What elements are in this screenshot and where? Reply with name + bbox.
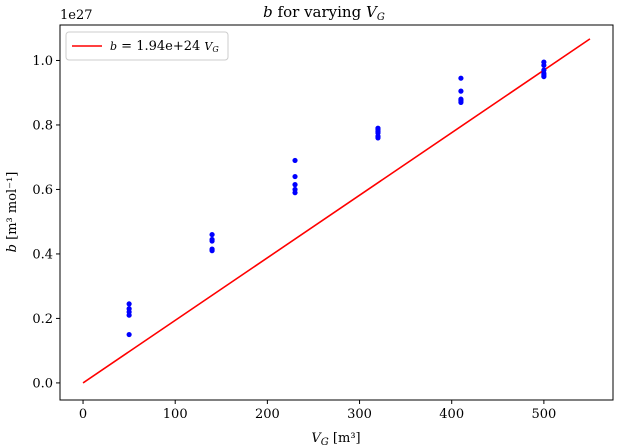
y-tick-label: 1.0 — [32, 54, 53, 69]
ylabel-unit: [m³ mol⁻¹] — [5, 172, 20, 244]
xlabel-var: V — [311, 431, 322, 446]
fit-line — [82, 38, 591, 384]
data-point — [126, 331, 132, 338]
x-tick-label: 400 — [439, 407, 464, 422]
data-point — [209, 231, 215, 238]
data-point — [292, 186, 298, 193]
x-axis-label: VG [m³] — [311, 431, 360, 447]
xlabel-sub: G — [321, 437, 329, 447]
x-tick-label: 0 — [79, 407, 87, 422]
plot-frame — [59, 24, 614, 401]
ylabel-var: b — [5, 244, 20, 252]
y-tick-label: 0.8 — [32, 118, 53, 133]
title-var-b: b — [263, 3, 273, 21]
y-offset-label: 1e27 — [60, 8, 93, 23]
legend-label: b = 1.94e+24 VG — [110, 39, 219, 54]
data-point — [375, 125, 381, 131]
data-point — [209, 246, 215, 252]
plot-area — [82, 38, 591, 384]
data-point — [458, 75, 464, 81]
y-tick-label: 0.4 — [32, 247, 53, 262]
y-tick-label: 0.2 — [32, 312, 53, 327]
chart-title: b for varying VG — [263, 3, 385, 23]
x-tick-label: 500 — [531, 407, 556, 422]
xlabel-unit: [m³] — [329, 431, 361, 446]
title-sub-g: G — [377, 12, 385, 23]
legend-var-v: V — [204, 40, 213, 53]
legend-sub-g: G — [212, 45, 219, 54]
axes-ticks: 0 100 200 300 400 500 0.0 0.2 0.4 0.6 0.8 1.0 — [32, 54, 556, 422]
data-point — [541, 59, 547, 65]
x-tick-label: 100 — [163, 407, 188, 422]
data-point — [126, 301, 132, 307]
y-tick-label: 0.6 — [32, 183, 53, 198]
legend-var-b: b — [110, 40, 117, 53]
data-point — [458, 96, 464, 102]
legend-text: = 1.94e+24 — [117, 39, 204, 54]
data-point — [209, 236, 215, 243]
data-point — [458, 88, 464, 94]
x-tick-label: 300 — [347, 407, 372, 422]
legend-box — [65, 31, 229, 61]
title-var-v: V — [366, 3, 379, 21]
y-tick-label: 0.0 — [32, 376, 53, 391]
data-point — [292, 157, 298, 164]
title-middle: for varying — [273, 3, 366, 21]
y-axis-label: b [m³ mol⁻¹] — [5, 172, 20, 253]
data-point — [126, 306, 132, 312]
data-point — [541, 67, 547, 73]
legend: b = 1.94e+24 VG — [65, 31, 229, 61]
data-point — [292, 182, 298, 188]
data-point — [292, 173, 298, 180]
x-tick-label: 200 — [255, 407, 280, 422]
